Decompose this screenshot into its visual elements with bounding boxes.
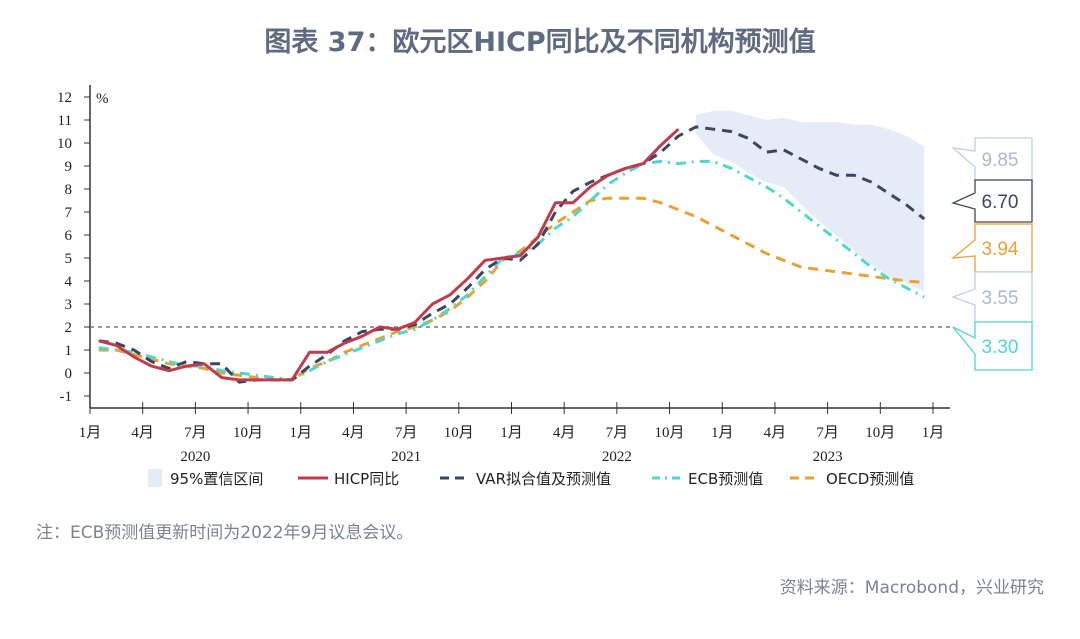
legend-label-2: ECB预测值 bbox=[688, 470, 763, 488]
y-tick-label: 10 bbox=[57, 136, 72, 152]
x-tick-label: 4月 bbox=[131, 425, 154, 441]
end-label-box bbox=[950, 223, 1033, 273]
year-label: 2022 bbox=[602, 449, 632, 465]
confidence-band bbox=[695, 110, 925, 292]
legend-label-3: OECD预测值 bbox=[826, 470, 914, 488]
year-label: 2021 bbox=[391, 449, 421, 465]
end-label-value: 3.55 bbox=[982, 288, 1019, 309]
end-label-box bbox=[952, 321, 1033, 371]
y-tick-label: 12 bbox=[57, 90, 72, 106]
series-line-3 bbox=[98, 196, 925, 382]
x-tick-label: 1月 bbox=[289, 425, 312, 441]
chart-source: 资料来源：Macrobond，兴业研究 bbox=[779, 578, 1044, 598]
end-label-box bbox=[951, 179, 1033, 223]
x-tick-label: 10月 bbox=[444, 425, 474, 441]
series-line-1 bbox=[98, 125, 926, 384]
x-tick-label: 1月 bbox=[922, 425, 945, 441]
x-tick-label: 7月 bbox=[606, 425, 629, 441]
y-tick-label: 11 bbox=[58, 113, 72, 129]
x-tick-label: 7月 bbox=[816, 425, 839, 441]
x-tick-label: 1月 bbox=[500, 425, 523, 441]
y-tick-label: 0 bbox=[65, 366, 73, 382]
legend-swatch-band bbox=[148, 469, 162, 487]
end-label-value: 3.30 bbox=[982, 337, 1019, 358]
end-label-box bbox=[950, 137, 1033, 181]
x-tick-label: 7月 bbox=[395, 425, 418, 441]
legend-label-band: 95%置信区间 bbox=[170, 470, 263, 488]
year-label: 2020 bbox=[180, 449, 210, 465]
x-tick-label: 1月 bbox=[711, 425, 734, 441]
series-line-0 bbox=[98, 128, 680, 382]
x-tick-label: 4月 bbox=[553, 425, 576, 441]
y-tick-label: 2 bbox=[65, 320, 73, 336]
x-tick-label: 1月 bbox=[79, 425, 102, 441]
end-label-value: 3.94 bbox=[982, 239, 1019, 260]
x-tick-label: 10月 bbox=[655, 425, 685, 441]
y-tick-label: 5 bbox=[65, 251, 73, 267]
end-label-value: 6.70 bbox=[982, 192, 1019, 213]
chart-title: 图表 37：欧元区HICP同比及不同机构预测值 bbox=[264, 27, 816, 58]
y-tick-label: 6 bbox=[65, 228, 73, 244]
y-tick-label: 7 bbox=[65, 205, 73, 221]
x-tick-label: 7月 bbox=[184, 425, 207, 441]
end-label-value: 9.85 bbox=[982, 150, 1019, 171]
series-line-2 bbox=[98, 159, 925, 382]
y-tick-label: 4 bbox=[65, 274, 73, 290]
x-tick-label: 4月 bbox=[342, 425, 365, 441]
y-tick-label: 3 bbox=[65, 297, 73, 313]
y-tick-label: 8 bbox=[65, 182, 73, 198]
y-tick-label: 1 bbox=[65, 343, 73, 359]
legend-label-1: VAR拟合值及预测值 bbox=[476, 470, 611, 488]
x-tick-label: 10月 bbox=[865, 425, 895, 441]
y-tick-label: 9 bbox=[65, 159, 73, 175]
x-tick-label: 4月 bbox=[764, 425, 787, 441]
legend-label-0: HICP同比 bbox=[334, 470, 399, 488]
unit-label: % bbox=[96, 91, 109, 107]
chart-note: 注：ECB预测值更新时间为2022年9月议息会议。 bbox=[36, 523, 414, 543]
y-tick-label: -1 bbox=[60, 389, 73, 405]
year-label: 2023 bbox=[813, 449, 843, 465]
x-tick-label: 10月 bbox=[233, 425, 263, 441]
end-label-box bbox=[951, 271, 1033, 323]
